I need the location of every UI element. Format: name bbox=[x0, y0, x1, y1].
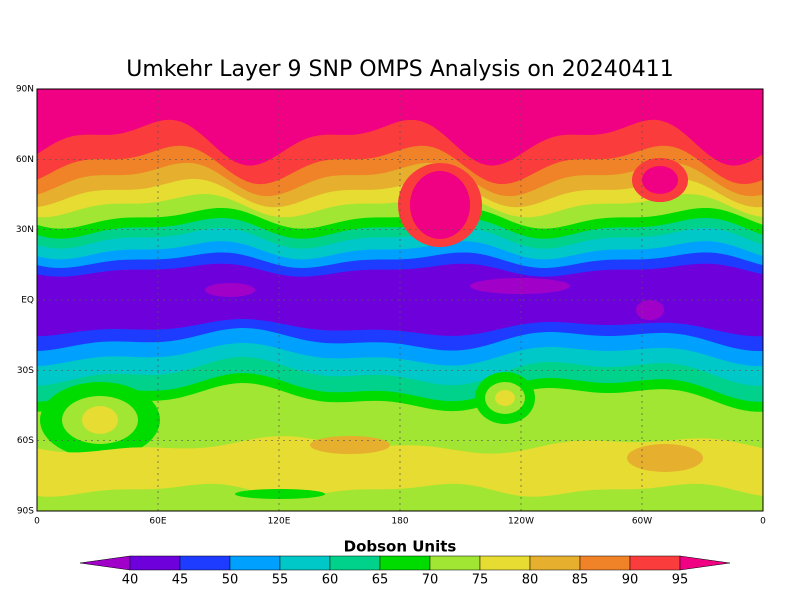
colorbar-tick-label: 55 bbox=[272, 573, 289, 588]
colorbar-tick-label: 60 bbox=[322, 573, 339, 588]
contour-fill bbox=[642, 166, 678, 194]
lon-label: 0 bbox=[34, 517, 40, 527]
lon-label: 180 bbox=[391, 517, 408, 527]
contour-fill bbox=[37, 436, 763, 497]
contour-fill bbox=[410, 171, 470, 239]
contour-fill bbox=[235, 489, 325, 499]
lon-label: 60W bbox=[632, 517, 652, 527]
contour-fill bbox=[495, 390, 515, 406]
contour-fill bbox=[310, 436, 390, 454]
contour-fill bbox=[627, 444, 703, 472]
colorbar-tick-label: 45 bbox=[172, 573, 189, 588]
lat-label: 60N bbox=[16, 155, 34, 165]
colorbar-tick-label: 65 bbox=[372, 573, 389, 588]
colorbar-box bbox=[579, 555, 631, 571]
colorbar-label: Dobson Units bbox=[344, 538, 457, 556]
lon-label: 0 bbox=[760, 517, 766, 527]
colorbar-box bbox=[279, 555, 331, 571]
contour-fill bbox=[37, 89, 763, 166]
ozone-field bbox=[37, 89, 763, 511]
lon-label: 120W bbox=[508, 517, 534, 527]
colorbar-tick-label: 85 bbox=[572, 573, 589, 588]
lat-label: 30N bbox=[16, 225, 34, 235]
lat-label: 60S bbox=[17, 436, 34, 446]
colorbar-tick-label: 80 bbox=[522, 573, 539, 588]
colorbar-box bbox=[429, 555, 481, 571]
colorbar-tick-label: 95 bbox=[672, 573, 689, 588]
colorbar-under bbox=[79, 555, 131, 571]
colorbar-tick-label: 40 bbox=[122, 573, 139, 588]
colorbar-over bbox=[679, 555, 731, 571]
colorbar-box bbox=[329, 555, 381, 571]
colorbar-tick-label: 90 bbox=[622, 573, 639, 588]
lat-label: 30S bbox=[17, 366, 34, 376]
colorbar-box bbox=[379, 555, 431, 571]
contour-fill bbox=[205, 283, 255, 297]
colorbar-box bbox=[479, 555, 531, 571]
lon-label: 120E bbox=[268, 517, 291, 527]
lat-label: 90S bbox=[17, 507, 34, 517]
colorbar-box bbox=[629, 555, 681, 571]
colorbar-tick-label: 75 bbox=[472, 573, 489, 588]
title: Umkehr Layer 9 SNP OMPS Analysis on 2024… bbox=[126, 57, 674, 82]
colorbar-box bbox=[529, 555, 581, 571]
lon-label: 60E bbox=[149, 517, 166, 527]
colorbar-box bbox=[129, 555, 181, 571]
contour-fill bbox=[636, 300, 664, 320]
colorbar-tick-label: 50 bbox=[222, 573, 239, 588]
contour-fill bbox=[82, 406, 118, 434]
graticule bbox=[37, 89, 763, 511]
lat-label: 90N bbox=[16, 85, 34, 95]
contour-fill bbox=[470, 278, 570, 294]
lat-label: EQ bbox=[21, 296, 34, 306]
colorbar-tick-label: 70 bbox=[422, 573, 439, 588]
colorbar-box bbox=[179, 555, 231, 571]
colorbar-box bbox=[229, 555, 281, 571]
colorbar: 40 45 50 55 60 65 70 75 80 85 90 95 bbox=[79, 555, 731, 588]
map-frame bbox=[36, 88, 764, 512]
